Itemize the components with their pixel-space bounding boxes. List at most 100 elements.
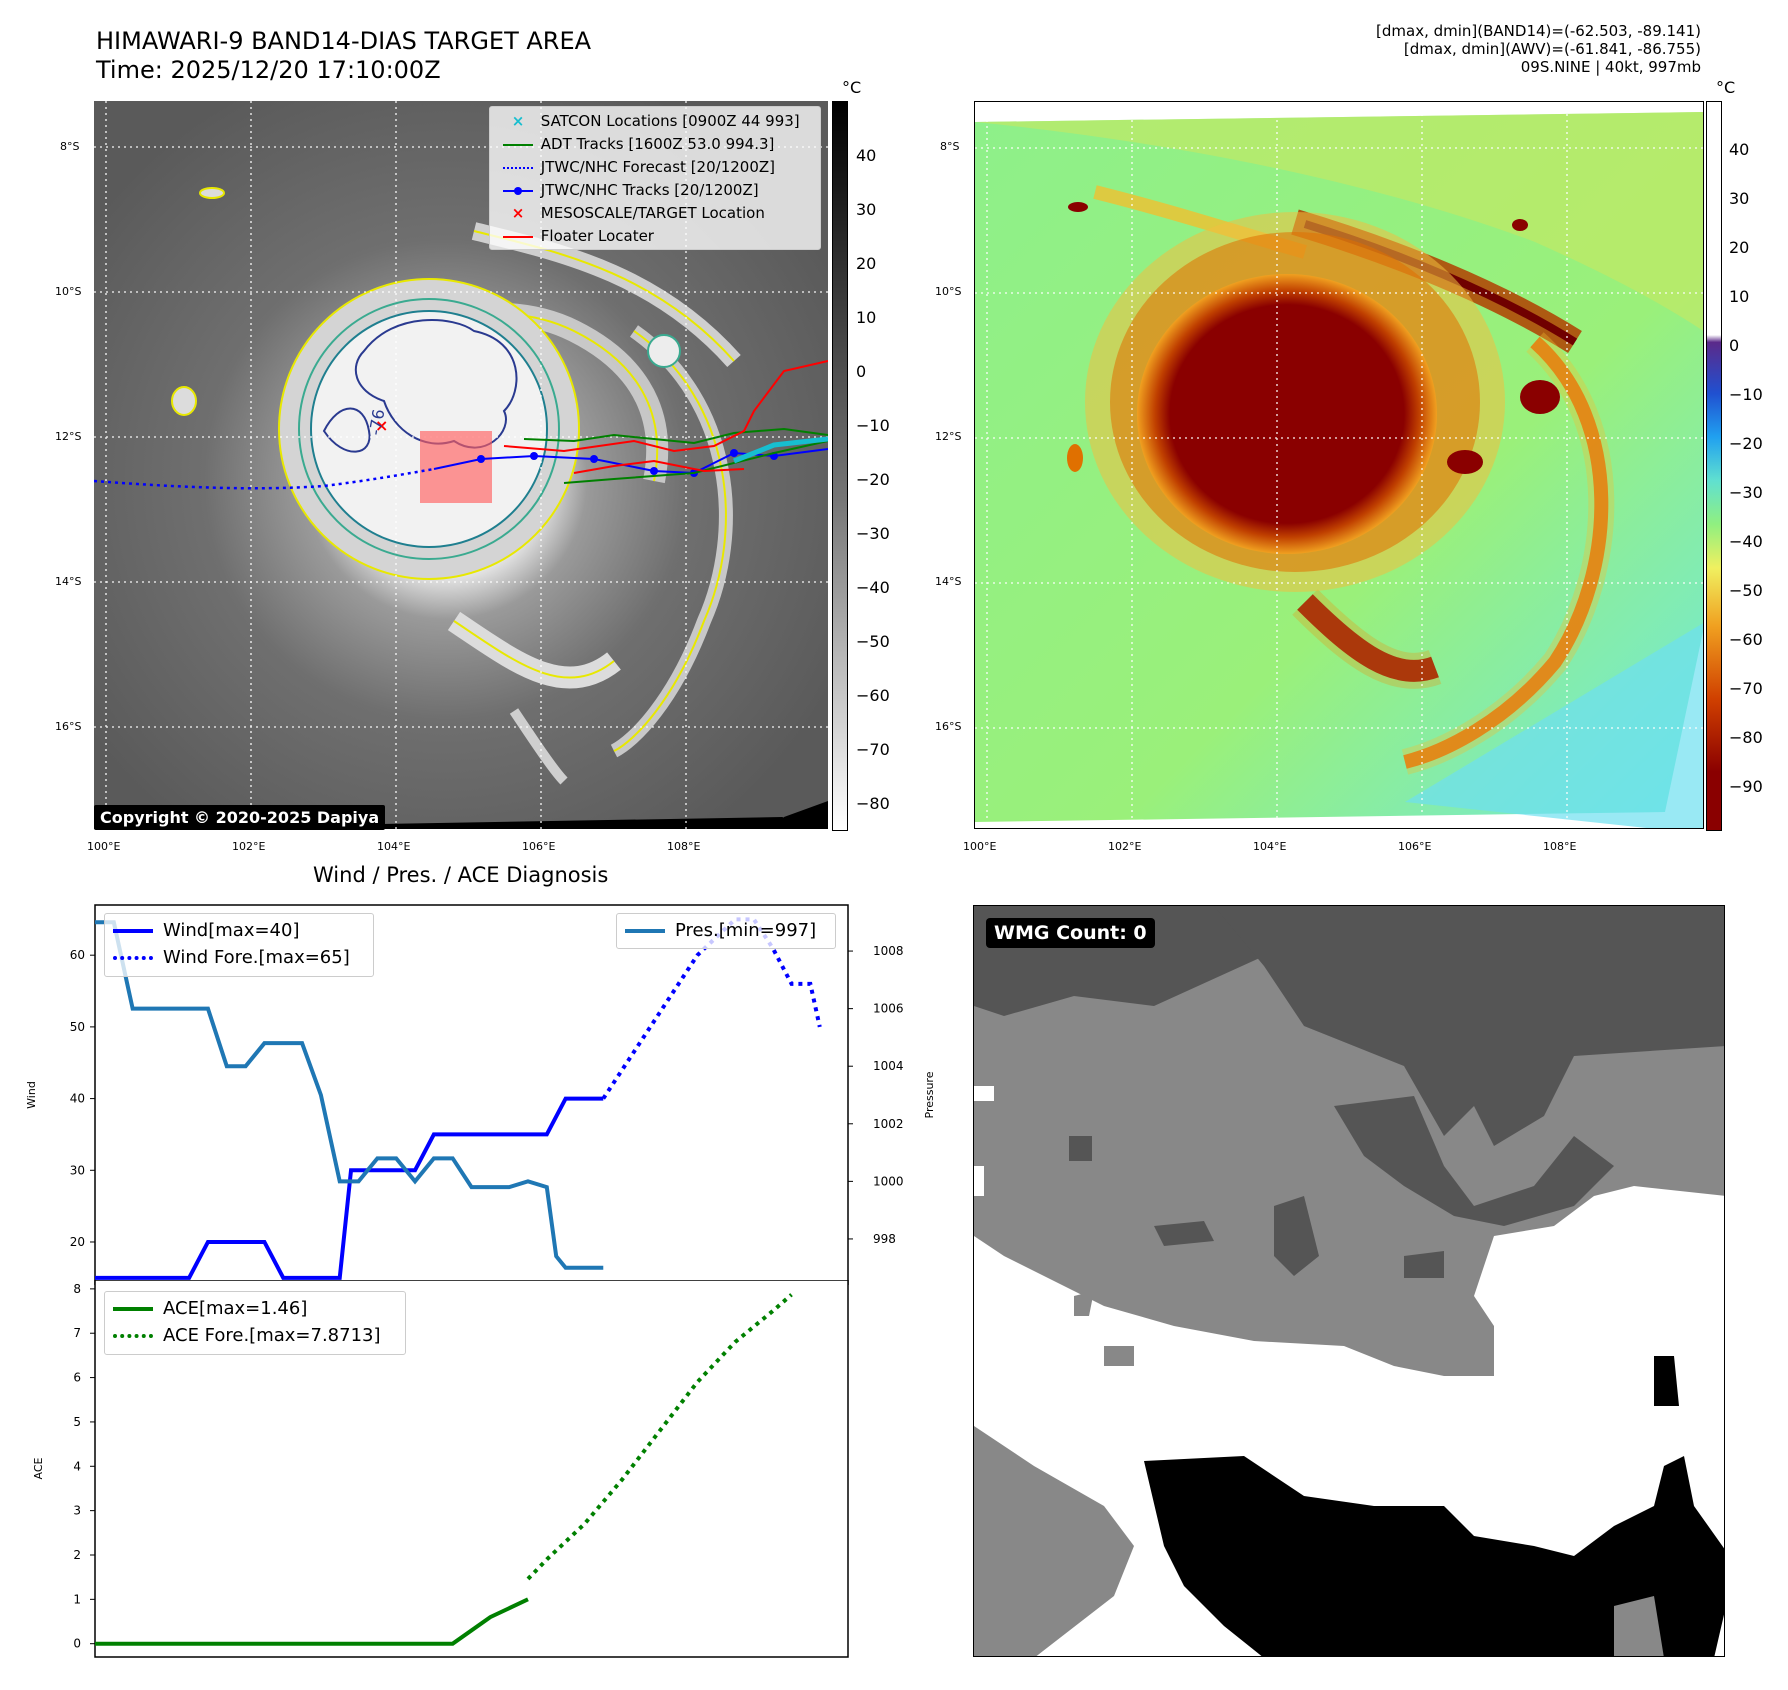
ir-cb-tick: −60 bbox=[856, 686, 890, 705]
y-tick-label: 8 bbox=[73, 1282, 81, 1296]
ir-lat-label: 14°S bbox=[55, 575, 82, 588]
title-line-2: Time: 2025/12/20 17:10:00Z bbox=[96, 56, 441, 84]
y-tick-label: 6 bbox=[73, 1371, 81, 1385]
wmg-count-badge: WMG Count: 0 bbox=[986, 918, 1155, 948]
ir-legend: × SATCON Locations [0900Z 44 993] ADT Tr… bbox=[489, 106, 821, 250]
ir-cb-tick: 0 bbox=[856, 362, 867, 381]
tracks-line-icon bbox=[503, 186, 533, 195]
color-lat-label: 12°S bbox=[935, 430, 962, 443]
y-tick-label: 30 bbox=[70, 1163, 85, 1177]
meta-awv: [dmax, dmin](AWV)=(-61.841, -86.755) bbox=[1403, 40, 1701, 58]
legend-item-wind: Wind[max=40] bbox=[113, 920, 300, 941]
diagnosis-title: Wind / Pres. / ACE Diagnosis bbox=[313, 863, 609, 887]
color-cb-tick: −40 bbox=[1729, 532, 1763, 551]
ace-fore-line-icon bbox=[113, 1334, 153, 1338]
color-cb-tick: −70 bbox=[1729, 679, 1763, 698]
color-lat-label: 10°S bbox=[935, 285, 962, 298]
ir-lon-label: 104°E bbox=[377, 840, 411, 853]
color-cb-tick: 30 bbox=[1729, 189, 1750, 208]
meta-band14: [dmax, dmin](BAND14)=(-62.503, -89.141) bbox=[1376, 22, 1701, 40]
color-lon-label: 104°E bbox=[1253, 840, 1287, 853]
pressure-line-icon bbox=[625, 929, 665, 933]
series-line-wind-forecast bbox=[601, 917, 822, 1100]
series-line-wind bbox=[95, 1096, 604, 1280]
wind-legend: Wind[max=40] Wind Fore.[max=65] bbox=[104, 913, 374, 977]
ir-cb-tick: 40 bbox=[856, 146, 877, 165]
wind-ylabel: Wind bbox=[25, 1081, 38, 1109]
series-line-ace bbox=[95, 1597, 529, 1646]
legend-item-tracks: JTWC/NHC Tracks [20/1200Z] bbox=[500, 181, 759, 199]
ir-map-panel: × -76 × SATCON Locations [0900Z 44 993] … bbox=[93, 101, 829, 830]
ir-cb-tick: −10 bbox=[856, 416, 890, 435]
ir-cb-tick: 20 bbox=[856, 254, 877, 273]
color-cb-tick: −90 bbox=[1729, 777, 1763, 796]
ir-colorbar bbox=[832, 101, 848, 831]
color-lon-label: 108°E bbox=[1543, 840, 1577, 853]
ir-cb-tick: −20 bbox=[856, 470, 890, 489]
forecast-line-icon bbox=[503, 166, 533, 169]
color-cb-tick: −30 bbox=[1729, 483, 1763, 502]
y-tick-label: 3 bbox=[73, 1504, 81, 1518]
legend-item-target: × MESOSCALE/TARGET Location bbox=[500, 204, 765, 222]
copyright-badge: Copyright © 2020-2025 Dapiya bbox=[94, 805, 386, 830]
ir-cb-tick: −30 bbox=[856, 524, 890, 543]
color-cb-tick: 20 bbox=[1729, 238, 1750, 257]
ir-lon-label: 100°E bbox=[87, 840, 121, 853]
color-lat-label: 16°S bbox=[935, 720, 962, 733]
ir-cb-tick: −80 bbox=[856, 794, 890, 813]
page-title: HIMAWARI-9 BAND14-DIAS TARGET AREA Time:… bbox=[96, 27, 591, 85]
ir-cb-tick: −70 bbox=[856, 740, 890, 759]
color-lon-label: 102°E bbox=[1108, 840, 1142, 853]
wind-fore-line-icon bbox=[113, 956, 153, 960]
y-right-tick-label: 1008 bbox=[873, 944, 904, 958]
color-lon-label: 106°E bbox=[1398, 840, 1432, 853]
wmg-panel: WMG Count: 0 bbox=[973, 905, 1725, 1657]
legend-item-ace-fore: ACE Fore.[max=7.8713] bbox=[113, 1325, 381, 1346]
color-lat-label: 8°S bbox=[940, 140, 960, 153]
satcon-marker-icon: × bbox=[511, 112, 525, 130]
y-tick-label: 1 bbox=[73, 1592, 81, 1606]
ir-cb-tick: −40 bbox=[856, 578, 890, 597]
color-cb-tick: −60 bbox=[1729, 630, 1763, 649]
ace-ylabel: ACE bbox=[32, 1457, 45, 1479]
color-cb-tick: −80 bbox=[1729, 728, 1763, 747]
title-line-1: HIMAWARI-9 BAND14-DIAS TARGET AREA bbox=[96, 27, 592, 55]
pressure-ylabel: Pressure bbox=[923, 1071, 936, 1118]
legend-item-adt: ADT Tracks [1600Z 53.0 994.3] bbox=[500, 135, 774, 153]
y-tick-label: 2 bbox=[73, 1548, 81, 1562]
meta-storm-info: 09S.NINE | 40kt, 997mb bbox=[1520, 58, 1701, 76]
floater-line-icon bbox=[503, 235, 533, 238]
ace-line-icon bbox=[113, 1307, 153, 1311]
pressure-legend: Pres.[min=997] bbox=[616, 913, 836, 949]
y-right-tick-label: 1006 bbox=[873, 1002, 904, 1016]
ir-lon-label: 102°E bbox=[232, 840, 266, 853]
y-tick-label: 4 bbox=[73, 1459, 81, 1473]
color-lon-label: 100°E bbox=[963, 840, 997, 853]
ir-lon-label: 108°E bbox=[667, 840, 701, 853]
ir-lat-label: 10°S bbox=[55, 285, 82, 298]
svg-text:×: × bbox=[375, 416, 388, 435]
ir-lat-label: 8°S bbox=[60, 140, 80, 153]
y-tick-label: 40 bbox=[70, 1092, 85, 1106]
y-right-tick-label: 1004 bbox=[873, 1059, 904, 1073]
ir-lat-label: 12°S bbox=[55, 430, 82, 443]
color-cb-tick: 10 bbox=[1729, 287, 1750, 306]
color-colorbar bbox=[1706, 101, 1722, 831]
ir-colorbar-unit: °C bbox=[842, 78, 862, 97]
y-tick-label: 60 bbox=[70, 948, 85, 962]
color-lat-label: 14°S bbox=[935, 575, 962, 588]
y-tick-label: 7 bbox=[73, 1326, 81, 1340]
adt-line-icon bbox=[503, 143, 533, 146]
legend-item-wind-fore: Wind Fore.[max=65] bbox=[113, 947, 350, 968]
series-line-ace-forecast bbox=[526, 1293, 793, 1581]
color-cb-tick: 0 bbox=[1729, 336, 1740, 355]
legend-item-ace: ACE[max=1.46] bbox=[113, 1298, 307, 1319]
ir-lon-label: 106°E bbox=[522, 840, 556, 853]
y-tick-label: 50 bbox=[70, 1020, 85, 1034]
y-tick-label: 5 bbox=[73, 1415, 81, 1429]
color-cb-tick: −10 bbox=[1729, 385, 1763, 404]
color-cb-tick: −50 bbox=[1729, 581, 1763, 600]
legend-item-satcon: × SATCON Locations [0900Z 44 993] bbox=[500, 112, 800, 130]
color-colorbar-unit: °C bbox=[1716, 78, 1736, 97]
contour-label: -76 bbox=[365, 408, 388, 437]
